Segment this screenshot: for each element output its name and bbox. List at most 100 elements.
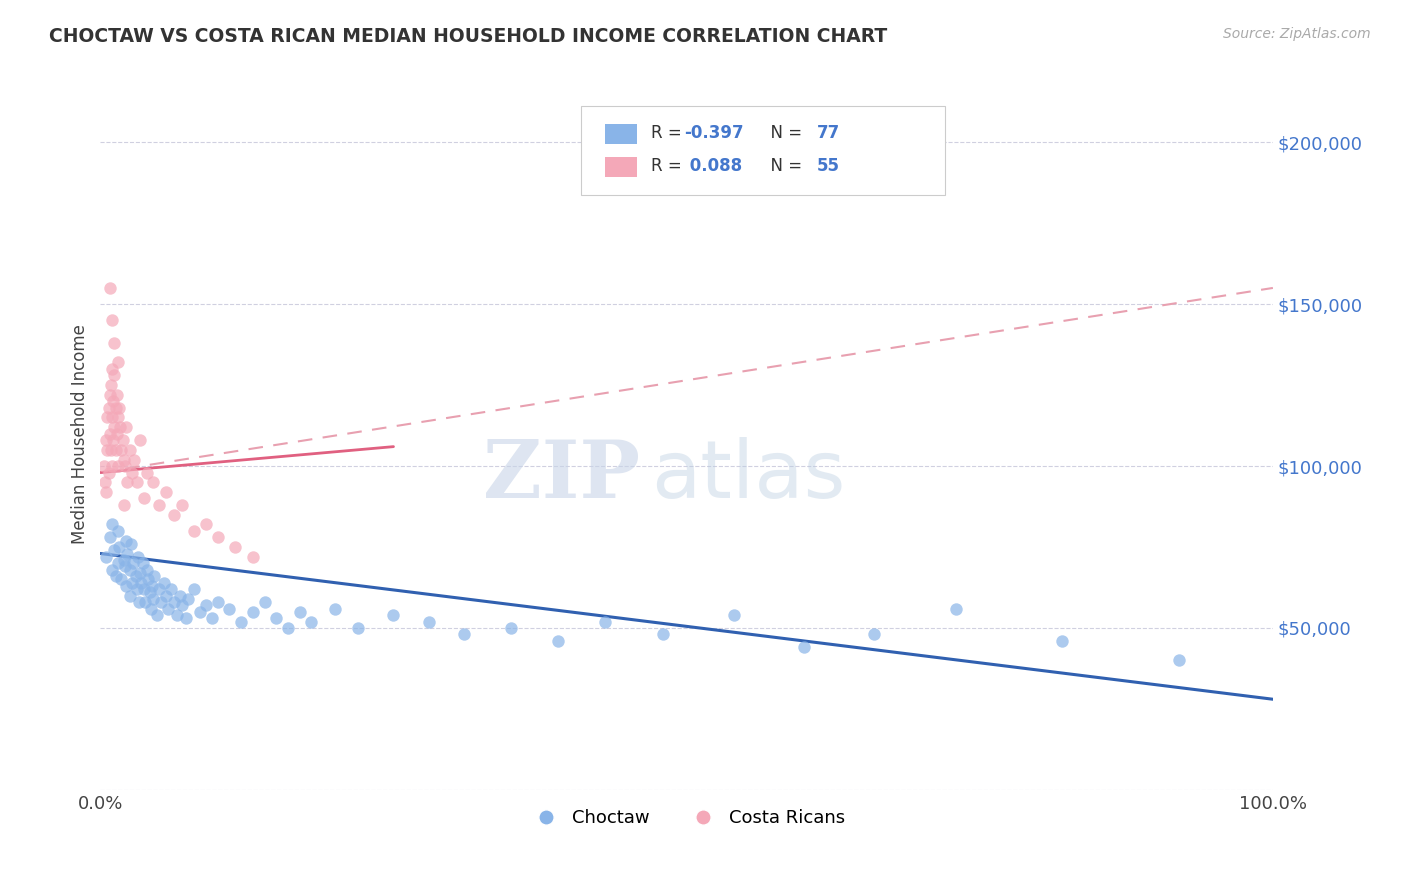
- Point: [188, 605, 211, 619]
- Point: [163, 595, 186, 609]
- Point: [105, 388, 128, 402]
- Point: [134, 595, 156, 609]
- Point: [155, 589, 177, 603]
- Point: [101, 313, 124, 327]
- Point: [117, 547, 139, 561]
- Point: [115, 533, 138, 548]
- Point: [105, 426, 128, 441]
- Point: [169, 589, 191, 603]
- Legend: Choctaw, Costa Ricans: Choctaw, Costa Ricans: [522, 802, 852, 834]
- Point: [110, 420, 132, 434]
- Point: [107, 524, 129, 538]
- Point: [97, 401, 120, 415]
- Text: N =: N =: [761, 158, 808, 176]
- Point: [115, 579, 138, 593]
- Point: [194, 517, 217, 532]
- Point: [129, 566, 152, 580]
- Point: [118, 563, 141, 577]
- Point: [104, 569, 127, 583]
- Point: [96, 485, 118, 500]
- Point: [114, 559, 136, 574]
- Point: [112, 452, 135, 467]
- Text: R =: R =: [651, 158, 688, 176]
- Point: [142, 475, 165, 490]
- Point: [93, 458, 115, 473]
- Point: [183, 524, 205, 538]
- Point: [108, 540, 131, 554]
- Point: [111, 433, 134, 447]
- Point: [418, 615, 440, 629]
- Point: [224, 540, 246, 554]
- Point: [229, 615, 252, 629]
- Point: [131, 575, 153, 590]
- Point: [863, 627, 886, 641]
- Text: 55: 55: [817, 158, 839, 176]
- Point: [201, 611, 224, 625]
- Point: [288, 605, 311, 619]
- Point: [120, 537, 142, 551]
- Point: [122, 556, 145, 570]
- Point: [242, 605, 264, 619]
- Point: [124, 569, 146, 583]
- Point: [131, 556, 153, 570]
- Point: [382, 608, 405, 623]
- Point: [101, 517, 124, 532]
- Point: [138, 585, 160, 599]
- Point: [103, 336, 125, 351]
- Point: [547, 634, 569, 648]
- Point: [177, 591, 200, 606]
- Point: [138, 573, 160, 587]
- Text: 0.088: 0.088: [685, 158, 742, 176]
- Point: [103, 420, 125, 434]
- Point: [1050, 634, 1073, 648]
- Point: [94, 475, 117, 490]
- Point: [125, 475, 148, 490]
- Bar: [605, 124, 637, 144]
- Point: [121, 466, 143, 480]
- Point: [125, 582, 148, 596]
- Point: [96, 410, 118, 425]
- Point: [172, 498, 194, 512]
- Point: [107, 458, 129, 473]
- Point: [142, 591, 165, 606]
- Bar: [605, 157, 637, 178]
- Text: Source: ZipAtlas.com: Source: ZipAtlas.com: [1223, 27, 1371, 41]
- Point: [163, 508, 186, 522]
- Point: [107, 355, 129, 369]
- Point: [277, 621, 299, 635]
- Point: [118, 589, 141, 603]
- Point: [118, 442, 141, 457]
- Point: [148, 498, 170, 512]
- Point: [112, 498, 135, 512]
- Point: [112, 553, 135, 567]
- Point: [98, 530, 121, 544]
- Point: [107, 556, 129, 570]
- Point: [174, 611, 197, 625]
- Point: [141, 579, 163, 593]
- Point: [132, 491, 155, 506]
- Y-axis label: Median Household Income: Median Household Income: [72, 324, 89, 543]
- Point: [152, 575, 174, 590]
- Text: N =: N =: [761, 124, 808, 142]
- Point: [945, 601, 967, 615]
- Point: [98, 426, 121, 441]
- Point: [121, 575, 143, 590]
- Point: [101, 563, 124, 577]
- Point: [97, 466, 120, 480]
- Point: [323, 601, 346, 615]
- Point: [143, 569, 166, 583]
- Point: [96, 442, 118, 457]
- Point: [124, 452, 146, 467]
- Point: [218, 601, 240, 615]
- Point: [183, 582, 205, 596]
- Point: [136, 466, 159, 480]
- Point: [114, 458, 136, 473]
- Point: [242, 549, 264, 564]
- Text: R =: R =: [651, 124, 688, 142]
- Point: [159, 582, 181, 596]
- Text: -0.397: -0.397: [685, 124, 744, 142]
- Point: [155, 485, 177, 500]
- Point: [104, 442, 127, 457]
- Text: 77: 77: [817, 124, 839, 142]
- Point: [98, 388, 121, 402]
